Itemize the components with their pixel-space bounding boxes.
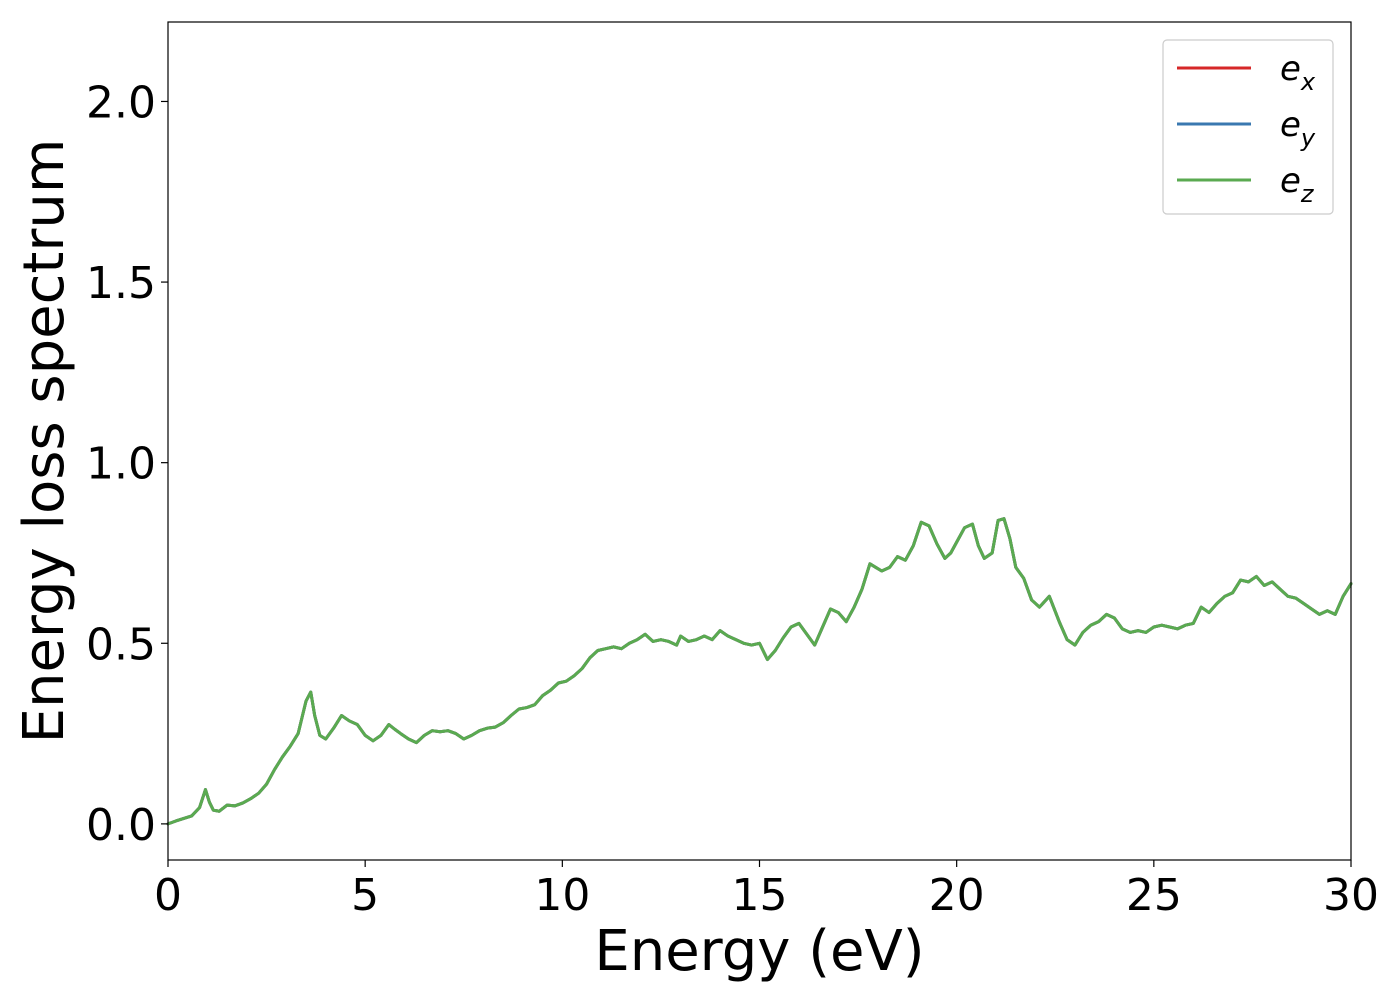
- x-tick-label: 20: [929, 870, 985, 921]
- legend-box: [1162, 39, 1334, 215]
- series-layer: [166, 517, 1353, 826]
- x-axis-title: Energy (eV): [594, 919, 924, 984]
- legend-label-base: e: [1280, 49, 1301, 89]
- y-tick-label: 1.5: [86, 258, 156, 309]
- y-tick-label: 2.0: [86, 77, 156, 128]
- legend-label-e-x: ex: [1280, 49, 1316, 96]
- y-axis-title: Energy loss spectrum: [12, 139, 77, 744]
- legend-label-subscript: y: [1300, 124, 1316, 152]
- x-tick-label: 10: [534, 870, 590, 921]
- y-tick-label: 0.0: [86, 800, 156, 851]
- x-tick-label: 30: [1323, 870, 1379, 921]
- y-tick-label: 1.0: [86, 439, 156, 490]
- legend-label-subscript: x: [1300, 68, 1316, 96]
- y-axis-ticks: 0.0 0.5 1.0 1.5 2.0: [86, 77, 168, 851]
- legend-label-e-y: ey: [1280, 105, 1316, 152]
- legend-label-base: e: [1280, 105, 1301, 145]
- y-tick-label: 0.5: [86, 619, 156, 670]
- x-axis-ticks: 0 5 10 15 20 25 30: [154, 860, 1379, 921]
- x-tick-label: 0: [154, 870, 182, 921]
- series-line-e-z: [166, 517, 1353, 826]
- x-tick-label: 25: [1126, 870, 1182, 921]
- legend-label-subscript: z: [1300, 180, 1315, 208]
- legend-label-e-z: ez: [1280, 161, 1315, 208]
- x-tick-label: 15: [732, 870, 788, 921]
- legend-label-base: e: [1280, 161, 1301, 201]
- x-tick-label: 5: [351, 870, 379, 921]
